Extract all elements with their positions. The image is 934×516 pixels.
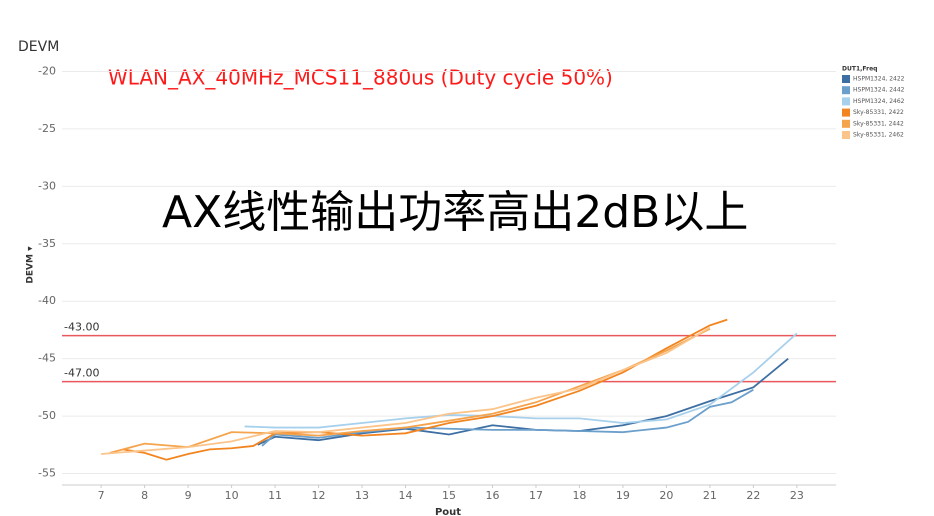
x-tick-label: 14 bbox=[399, 489, 413, 502]
legend-title: DUT1,Freq bbox=[842, 66, 877, 73]
x-tick-label: 16 bbox=[485, 489, 499, 502]
x-tick-label: 11 bbox=[268, 489, 282, 502]
series-line bbox=[261, 388, 754, 447]
x-tick-label: 18 bbox=[572, 489, 586, 502]
x-tick-label: 17 bbox=[529, 489, 543, 502]
legend-swatch bbox=[842, 108, 850, 117]
x-tick-label: 9 bbox=[185, 489, 192, 502]
y-tick-label: -30 bbox=[38, 179, 56, 192]
legend-label: Sky-85331, 2422 bbox=[853, 109, 904, 116]
x-tick-label: 15 bbox=[442, 489, 456, 502]
x-tick-label: 8 bbox=[141, 489, 148, 502]
series-line bbox=[122, 318, 728, 461]
x-tick-label: 7 bbox=[98, 489, 105, 502]
legend-label: Sky-85331, 2442 bbox=[853, 120, 904, 127]
annotation: WLAN_AX_40MHz_MCS11_880us (Duty cycle 50… bbox=[108, 66, 613, 90]
x-tick-label: 12 bbox=[312, 489, 326, 502]
y-tick-label: -35 bbox=[38, 237, 56, 250]
x-axis-label: Pout bbox=[435, 507, 461, 516]
x-tick-label: 22 bbox=[746, 489, 760, 502]
legend-swatch bbox=[842, 75, 850, 83]
y-tick-label: -55 bbox=[38, 467, 56, 480]
y-tick-label: -25 bbox=[38, 122, 56, 135]
legend-swatch bbox=[842, 119, 850, 128]
x-tick-label: 20 bbox=[659, 489, 673, 502]
y-tick-label: -45 bbox=[38, 352, 56, 365]
legend-label: HSPM1324, 2442 bbox=[853, 87, 905, 94]
x-tick-label: 21 bbox=[703, 489, 717, 502]
x-tick-label: 19 bbox=[616, 489, 630, 502]
reference-label: -47.00 bbox=[64, 367, 99, 380]
series-line bbox=[101, 326, 711, 455]
legend-swatch bbox=[842, 131, 850, 139]
y-axis-label: DEVM ▾ bbox=[26, 246, 36, 284]
legend-label: HSPM1324, 2422 bbox=[853, 76, 905, 83]
reference-label: -43.00 bbox=[64, 321, 99, 334]
legend-label: HSPM1324, 2462 bbox=[853, 98, 905, 105]
header: DEVM bbox=[18, 39, 59, 55]
series-line bbox=[109, 327, 711, 454]
legend-swatch bbox=[842, 86, 850, 95]
series-line bbox=[244, 332, 798, 429]
x-tick-label: 10 bbox=[225, 489, 239, 502]
y-tick-label: -50 bbox=[38, 409, 56, 422]
x-tick-label: 23 bbox=[790, 489, 804, 502]
legend-swatch bbox=[842, 97, 850, 106]
y-tick-label: -20 bbox=[38, 64, 56, 77]
series-line bbox=[257, 357, 789, 446]
x-tick-label: 13 bbox=[355, 489, 369, 502]
big-annotation: AX线性输出功率高出2dB以上 bbox=[162, 187, 748, 238]
legend-label: Sky-85331, 2462 bbox=[853, 132, 904, 139]
y-tick-label: -40 bbox=[38, 294, 56, 307]
